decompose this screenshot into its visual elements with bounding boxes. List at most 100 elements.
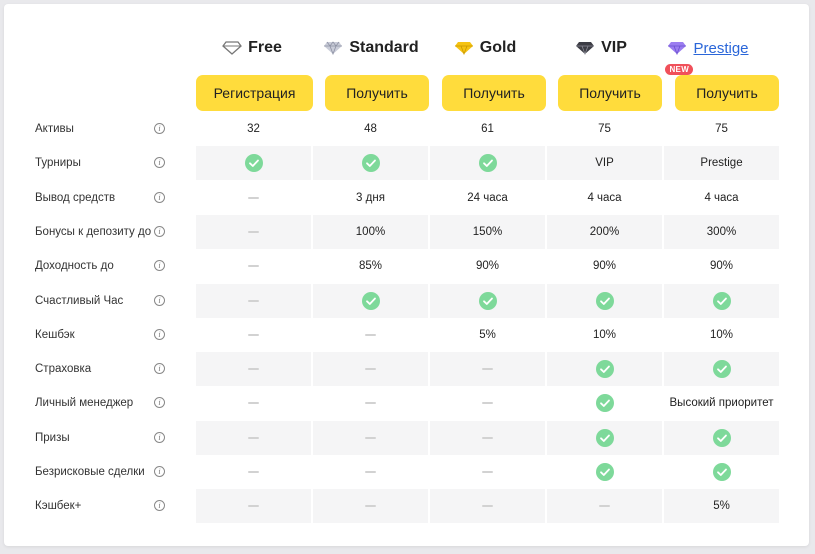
- table-row: Счастливый Час i: [4, 283, 809, 318]
- table-cell: 4 часа: [587, 191, 622, 204]
- table-cell: [196, 420, 311, 455]
- tier-prestige[interactable]: NEW Prestige: [648, 26, 768, 75]
- dash-icon: [248, 436, 259, 439]
- row-label: Личный менеджер: [35, 397, 134, 410]
- table-cell: 85%: [358, 260, 383, 273]
- tier-standard: Standard: [311, 26, 431, 70]
- table-cell: [196, 146, 311, 181]
- info-icon[interactable]: i: [154, 431, 165, 443]
- info-icon[interactable]: i: [154, 397, 165, 409]
- table-cell: [547, 352, 662, 387]
- table-cell: 75: [715, 123, 728, 135]
- info-icon[interactable]: i: [154, 466, 165, 477]
- row-label: Вывод средств: [35, 191, 116, 204]
- info-icon[interactable]: i: [154, 225, 165, 237]
- check-icon: [595, 360, 614, 379]
- table-cell: [313, 146, 428, 181]
- table-cell: [196, 386, 311, 420]
- tier-name[interactable]: Prestige: [693, 39, 749, 57]
- tier-gold: Gold: [425, 26, 545, 70]
- check-icon: [478, 291, 497, 310]
- table-cell: [313, 420, 428, 455]
- table-cell: 24 часа: [467, 191, 508, 204]
- table-row: Личный менеджер i Высокий приоритет: [4, 386, 809, 420]
- check-icon: [361, 154, 380, 173]
- row-label: Страховка: [35, 363, 92, 376]
- get-vip-button[interactable]: Получить: [558, 75, 662, 111]
- table-row: Вывод средств i 3 дня 24 часа 4 часа 4 часа: [4, 181, 809, 215]
- table-cell: [196, 249, 311, 283]
- info-icon[interactable]: i: [154, 500, 165, 512]
- table-cell: 32: [247, 123, 260, 135]
- tier-name: Gold: [479, 39, 517, 56]
- tier-name: Standard: [349, 39, 419, 56]
- table-cell: [547, 489, 662, 524]
- info-icon[interactable]: i: [154, 157, 165, 169]
- table-row: Кешбэк i 5% 10% 10%: [4, 318, 809, 352]
- info-icon[interactable]: i: [154, 260, 165, 272]
- get-standard-button[interactable]: Получить: [325, 75, 429, 111]
- check-icon: [478, 154, 497, 173]
- table-cell: 90%: [475, 260, 500, 273]
- info-icon[interactable]: i: [154, 363, 165, 375]
- table-cell: 75: [598, 123, 611, 135]
- table-cell: [196, 318, 311, 352]
- info-icon[interactable]: i: [154, 123, 165, 134]
- table-cell: [664, 455, 779, 489]
- dash-icon: [365, 471, 376, 473]
- dash-icon: [482, 368, 493, 371]
- dash-icon: [248, 402, 259, 405]
- table-row: Призы i: [4, 420, 809, 455]
- table-cell: VIP: [547, 146, 662, 181]
- table-cell: [430, 386, 545, 420]
- dash-icon: [365, 368, 376, 371]
- table-row: Турниры i VIP Prestige: [4, 146, 809, 181]
- check-icon: [712, 291, 731, 310]
- table-cell: 48: [364, 123, 377, 135]
- row-label: Бонусы к депозиту до: [35, 225, 152, 238]
- pricing-card: Free Standard Gold VIP NEW Prestige Регистрац…: [4, 4, 809, 546]
- dash-icon: [248, 471, 259, 473]
- check-icon: [244, 154, 263, 173]
- check-icon: [712, 360, 731, 379]
- table-cell: 4 часа: [704, 191, 739, 204]
- table-row: Кэшбек+ i 5%: [4, 489, 809, 524]
- table-cell: [196, 352, 311, 387]
- register-button[interactable]: Регистрация: [196, 75, 313, 111]
- check-icon: [595, 291, 614, 310]
- row-label: Безрисковые сделки: [35, 466, 145, 478]
- table-cell: [196, 181, 311, 215]
- table-cell: 61: [481, 123, 494, 135]
- get-gold-button[interactable]: Получить: [442, 75, 546, 111]
- table-row: Активы i 32 48 61 75 75: [4, 112, 809, 146]
- get-prestige-button[interactable]: Получить: [675, 75, 779, 111]
- dash-icon: [248, 230, 259, 233]
- info-icon[interactable]: i: [154, 191, 165, 203]
- table-cell: 5%: [479, 328, 496, 341]
- table-row: Бонусы к депозиту до i 100% 150% 200% 300%: [4, 214, 809, 249]
- info-icon[interactable]: i: [154, 294, 165, 306]
- gold-diamond-icon: [454, 41, 474, 55]
- table-cell: 90%: [592, 260, 617, 273]
- dash-icon: [248, 368, 259, 371]
- table-cell: [547, 420, 662, 455]
- table-cell: [313, 489, 428, 524]
- table-cell: [313, 318, 428, 352]
- table-cell: 5%: [664, 489, 779, 524]
- dash-icon: [365, 333, 376, 336]
- dash-icon: [248, 265, 259, 268]
- table-cell: [664, 283, 779, 318]
- table-cell: [313, 352, 428, 387]
- table-cell: [547, 455, 662, 489]
- dash-icon: [248, 299, 259, 302]
- row-label: Доходность до: [35, 260, 114, 273]
- row-label: Турниры: [35, 157, 81, 170]
- dash-icon: [365, 402, 376, 405]
- table-row: Доходность до i 85% 90% 90% 90%: [4, 249, 809, 283]
- table-cell: [313, 283, 428, 318]
- row-label: Кэшбек+: [35, 500, 82, 513]
- info-icon[interactable]: i: [154, 328, 165, 340]
- table-cell: [547, 386, 662, 420]
- tier-free: Free: [192, 26, 312, 70]
- check-icon: [712, 428, 731, 447]
